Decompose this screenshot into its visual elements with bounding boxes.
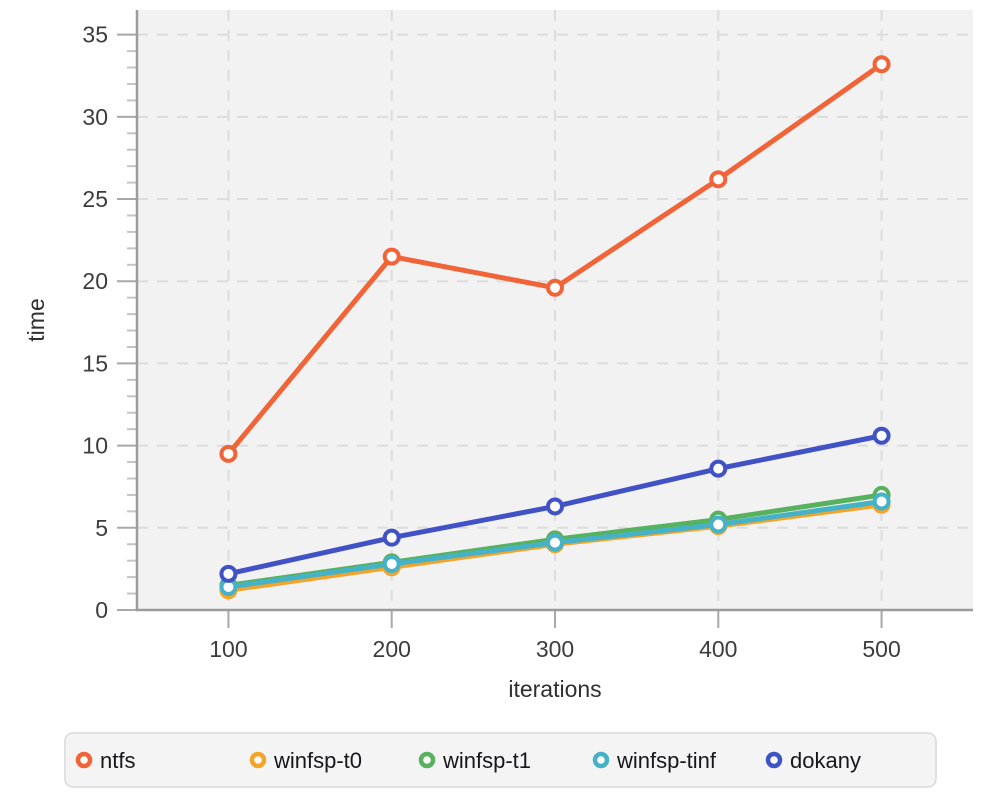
data-point-dokany-200 (382, 528, 401, 547)
x-tick-label-200: 200 (373, 636, 411, 662)
y-tick-label-0: 0 (95, 597, 108, 623)
y-tick-label-15: 15 (82, 350, 108, 376)
data-point-dokany-500 (872, 426, 891, 445)
legend-label-ntfs: ntfs (100, 748, 135, 773)
axis-label-x: iterations (508, 676, 601, 702)
data-point-ntfs-200 (382, 247, 401, 266)
legend-label-dokany: dokany (790, 748, 861, 773)
legend-label-winfsp-t1: winfsp-t1 (442, 748, 531, 773)
legend-item-winfsp-tinf[interactable]: winfsp-tinf (592, 748, 717, 773)
data-point-winfsp-tinf-300 (546, 533, 564, 552)
legend-label-winfsp-tinf: winfsp-tinf (616, 748, 717, 773)
y-tick-label-5: 5 (95, 515, 108, 541)
data-point-dokany-400 (709, 459, 728, 478)
legend-box (64, 732, 937, 788)
data-point-winfsp-tinf-400 (709, 515, 728, 534)
legend-marker-icon-winfsp-t0 (249, 751, 267, 769)
series-ntfs (219, 55, 891, 463)
axis-label-y: time (23, 298, 49, 341)
legend-marker-icon-ntfs (75, 751, 93, 769)
x-tick-label-400: 400 (699, 636, 737, 662)
data-point-winfsp-tinf-200 (382, 554, 401, 573)
legend-marker-icon-winfsp-t1 (418, 751, 436, 769)
data-point-dokany-100 (219, 564, 238, 583)
y-tick-label-35: 35 (82, 22, 108, 48)
legend-label-winfsp-t0: winfsp-t0 (273, 748, 362, 773)
x-tick-label-500: 500 (862, 636, 900, 662)
data-point-ntfs-400 (709, 170, 728, 189)
legend-item-winfsp-t1[interactable]: winfsp-t1 (418, 748, 531, 773)
series-dokany (219, 426, 891, 583)
series-winfsp-tinf (219, 492, 891, 596)
x-tick-label-300: 300 (536, 636, 574, 662)
data-point-ntfs-500 (872, 55, 891, 74)
legend-item-winfsp-t0[interactable]: winfsp-t0 (249, 748, 362, 773)
y-tick-label-25: 25 (82, 186, 108, 212)
data-point-winfsp-tinf-500 (872, 492, 891, 511)
data-point-ntfs-100 (219, 444, 238, 463)
data-point-ntfs-300 (546, 278, 564, 297)
data-point-dokany-300 (546, 497, 564, 516)
legend-marker-icon-dokany (765, 751, 783, 769)
y-tick-label-20: 20 (82, 268, 108, 294)
y-tick-label-10: 10 (82, 433, 108, 459)
y-tick-label-30: 30 (82, 104, 108, 130)
legend-marker-icon-winfsp-tinf (592, 751, 610, 769)
legend-item-ntfs[interactable]: ntfs (75, 748, 135, 773)
legend-item-dokany[interactable]: dokany (765, 748, 861, 773)
x-tick-label-100: 100 (209, 636, 247, 662)
